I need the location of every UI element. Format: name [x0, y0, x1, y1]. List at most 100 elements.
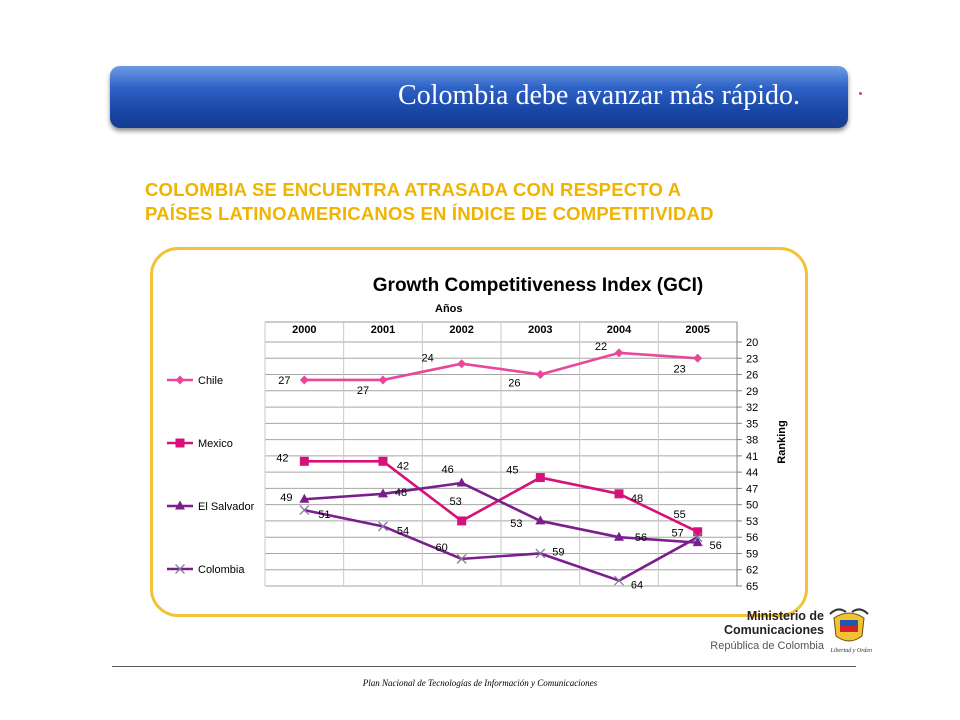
data-point-el-salvador [456, 477, 467, 487]
coat-of-arms-icon [829, 608, 869, 642]
x-axis-label: Años [435, 303, 463, 315]
legend-label-colombia: Colombia [198, 564, 245, 576]
data-label-mexico: 42 [276, 452, 288, 464]
y-axis-label: Ranking [776, 420, 788, 463]
legend-marker-mexico [175, 438, 185, 448]
logo-line-2: Comunicaciones [723, 623, 824, 637]
data-label-chile: 22 [595, 341, 607, 353]
data-point-chile [457, 359, 467, 369]
y-tick-label: 26 [746, 370, 758, 382]
data-point-colombia [378, 521, 388, 532]
data-label-mexico: 42 [397, 460, 409, 472]
legend-label-el-salvador: El Salvador [198, 501, 255, 513]
data-point-el-salvador [614, 531, 624, 541]
data-point-el-salvador [378, 488, 388, 498]
gci-chart: Growth Competitiveness Index (GCI) Años 20… [167, 275, 788, 593]
footer-text: Plan Nacional de Tecnologías de Informac… [362, 678, 598, 688]
y-tick-label: 59 [746, 548, 758, 560]
legend-marker-el-salvador [175, 500, 185, 510]
data-point-colombia [456, 553, 467, 564]
series-line-colombia [304, 508, 699, 582]
data-point-mexico [693, 527, 703, 537]
data-label-colombia: 59 [552, 546, 564, 558]
data-label-mexico: 48 [631, 493, 643, 505]
data-label-chile: 27 [357, 385, 369, 397]
legend-marker-colombia [175, 564, 185, 574]
data-point-chile [535, 370, 545, 380]
y-tick-label: 32 [746, 402, 758, 414]
title-banner: Colombia debe avanzar más rápido. [110, 66, 848, 128]
y-tick-label: 56 [746, 532, 758, 544]
legend-label-mexico: Mexico [198, 438, 233, 450]
data-label-el-salvador: 46 [442, 464, 454, 476]
data-point-colombia [535, 548, 546, 559]
data-label-el-salvador: 53 [510, 518, 522, 530]
data-point-mexico [299, 456, 309, 466]
ministry-logo: Ministerio de Comunicaciones República d… [710, 606, 876, 662]
data-point-colombia [614, 575, 624, 586]
data-point-chile [614, 348, 624, 358]
chart-frame: Growth Competitiveness Index (GCI) Años 20… [150, 247, 808, 617]
data-label-mexico: 55 [674, 509, 686, 521]
y-tick-label: 53 [746, 516, 758, 528]
x-tick-label: 2001 [371, 324, 395, 336]
data-label-colombia: 56 [710, 540, 722, 552]
y-tick-label: 47 [746, 483, 758, 495]
logo-motto: Libertad y Orden [830, 648, 872, 654]
series-line-mexico [304, 459, 699, 533]
data-point-el-salvador [535, 515, 546, 525]
data-point-chile [378, 375, 388, 385]
y-tick-label: 20 [746, 337, 758, 349]
data-point-el-salvador [299, 493, 310, 503]
slide-subtitle: COLOMBIA SE ENCUENTRA ATRASADA CON RESPE… [145, 178, 845, 226]
data-label-colombia: 60 [436, 542, 448, 554]
x-tick-label: 2000 [292, 324, 316, 336]
y-tick-label: 29 [746, 386, 758, 398]
y-tick-label: 50 [746, 500, 758, 512]
data-point-mexico [614, 489, 624, 499]
y-tick-label: 23 [746, 353, 758, 365]
data-point-mexico [457, 516, 467, 526]
data-label-el-salvador: 49 [280, 492, 292, 504]
x-tick-label: 2002 [449, 324, 473, 336]
data-label-colombia: 51 [318, 509, 330, 521]
data-label-el-salvador: 57 [672, 528, 684, 540]
data-label-colombia: 64 [631, 580, 643, 592]
subtitle-line-1: COLOMBIA SE ENCUENTRA ATRASADA CON RESPE… [145, 179, 682, 200]
data-point-colombia [299, 505, 310, 516]
slide-title: Colombia debe avanzar más rápido. [398, 80, 800, 111]
x-tick-label: 2005 [685, 324, 709, 336]
data-point-el-salvador [692, 537, 703, 547]
y-tick-label: 35 [746, 418, 758, 430]
data-label-mexico: 45 [506, 465, 518, 477]
y-tick-label: 41 [746, 451, 758, 463]
x-tick-label: 2003 [528, 324, 552, 336]
data-label-mexico: 53 [450, 496, 462, 508]
y-tick-label: 65 [746, 581, 758, 593]
y-tick-label: 44 [746, 467, 758, 479]
x-tick-label: 2004 [607, 324, 632, 336]
legend-marker-chile [175, 375, 185, 385]
footer-divider [112, 666, 856, 667]
data-point-chile [693, 353, 703, 363]
chart-title: Growth Competitiveness Index (GCI) [373, 275, 703, 296]
data-point-colombia [692, 532, 703, 543]
series-line-chile [304, 351, 698, 382]
y-tick-label: 62 [746, 565, 758, 577]
data-point-chile [299, 375, 309, 385]
y-tick-label: 38 [746, 435, 758, 447]
data-label-el-salvador: 56 [635, 532, 647, 544]
data-label-chile: 26 [508, 378, 520, 390]
logo-line-3: República de Colombia [710, 640, 824, 652]
legend-label-chile: Chile [198, 375, 223, 387]
data-label-chile: 27 [278, 375, 290, 387]
series-line-el-salvador [304, 481, 698, 544]
data-point-mexico [378, 456, 388, 466]
data-label-chile: 24 [422, 353, 434, 365]
subtitle-line-2: PAÍSES LATINOAMERICANOS EN ÍNDICE DE COM… [145, 203, 714, 224]
data-label-el-salvador: 48 [395, 487, 407, 499]
data-point-mexico [535, 473, 545, 483]
decorative-dot [859, 92, 862, 95]
logo-line-1: Ministerio de [746, 609, 824, 623]
data-label-colombia: 54 [397, 525, 409, 537]
